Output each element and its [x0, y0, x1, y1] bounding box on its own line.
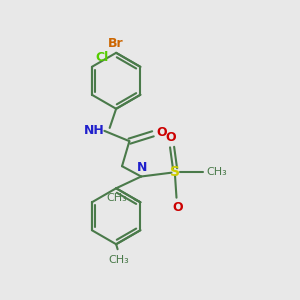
Text: Br: Br — [108, 38, 124, 50]
Text: O: O — [156, 126, 166, 139]
Text: CH₃: CH₃ — [207, 167, 228, 177]
Text: O: O — [165, 131, 176, 144]
Text: CH₃: CH₃ — [109, 254, 130, 265]
Text: O: O — [173, 201, 183, 214]
Text: CH₃: CH₃ — [106, 193, 127, 203]
Text: S: S — [170, 165, 180, 179]
Text: Cl: Cl — [95, 52, 109, 64]
Text: N: N — [136, 161, 147, 174]
Text: NH: NH — [84, 124, 104, 137]
